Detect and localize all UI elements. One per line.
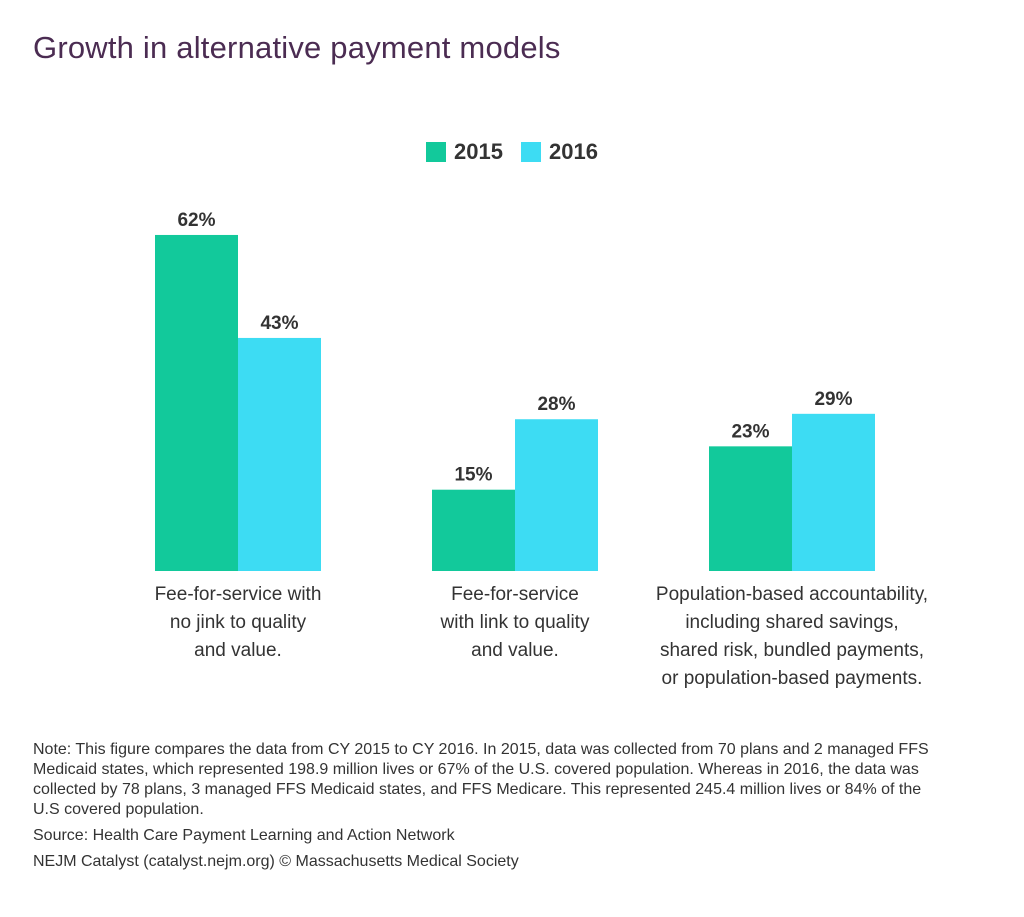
data-label-2015-cat-2: 15%: [454, 465, 492, 486]
source-text: Source: Health Care Payment Learning and…: [33, 827, 455, 844]
credit-text: NEJM Catalyst (catalyst.nejm.org) © Mass…: [33, 853, 519, 870]
category-label-3: Population-based accountability, includin…: [622, 581, 962, 693]
category-label-2-line-2: with link to quality: [440, 612, 590, 633]
category-label-2-line-1: Fee-for-service: [451, 584, 579, 605]
legend-label-2016: 2016: [549, 139, 598, 164]
bar-2015-cat-2: [432, 489, 515, 571]
category-label-1-line-2: no jink to quality: [169, 612, 307, 633]
bar-chart: 62% 43% 15% 28% 23% 29%: [155, 210, 875, 571]
category-label-2: Fee-for-service with link to quality and v…: [345, 581, 685, 665]
category-label-1-line-1: Fee-for-service with: [154, 584, 322, 605]
category-label-1: Fee-for-service with no jink to quality an…: [68, 581, 408, 665]
legend-label-2015: 2015: [454, 139, 503, 164]
data-label-2016-cat-1: 43%: [260, 313, 298, 334]
note-text: Note: This figure compares the data from…: [33, 741, 929, 818]
data-label-2015-cat-3: 23%: [731, 421, 769, 442]
data-label-2015-cat-1: 62%: [177, 210, 215, 231]
legend-swatch-2015: [426, 142, 447, 162]
category-label-3-line-2: including shared savings,: [685, 612, 899, 633]
chart-notes: Note: This figure compares the data from…: [33, 740, 993, 872]
legend-item-2016: 2016: [521, 139, 598, 165]
category-label-3-line-3: shared risk, bundled payments,: [659, 640, 925, 661]
bar-2016-cat-1: [238, 337, 321, 571]
bar-2016-cat-2: [515, 419, 598, 571]
bar-2015-cat-1: [155, 234, 238, 571]
bar-2016-cat-3: [792, 413, 875, 571]
legend: 2015 2016: [0, 139, 1024, 165]
category-label-2-line-3: and value.: [471, 640, 559, 661]
category-label-3-line-4: or population-based payments.: [661, 668, 923, 689]
data-label-2016-cat-3: 29%: [814, 389, 852, 410]
data-label-2016-cat-2: 28%: [537, 394, 575, 415]
chart-title: Growth in alternative payment models: [33, 30, 561, 65]
bar-2015-cat-3: [709, 446, 792, 571]
legend-item-2015: 2015: [426, 139, 503, 165]
legend-swatch-2016: [521, 142, 541, 162]
category-label-3-line-1: Population-based accountability,: [655, 584, 929, 605]
category-label-1-line-3: and value.: [194, 640, 282, 661]
